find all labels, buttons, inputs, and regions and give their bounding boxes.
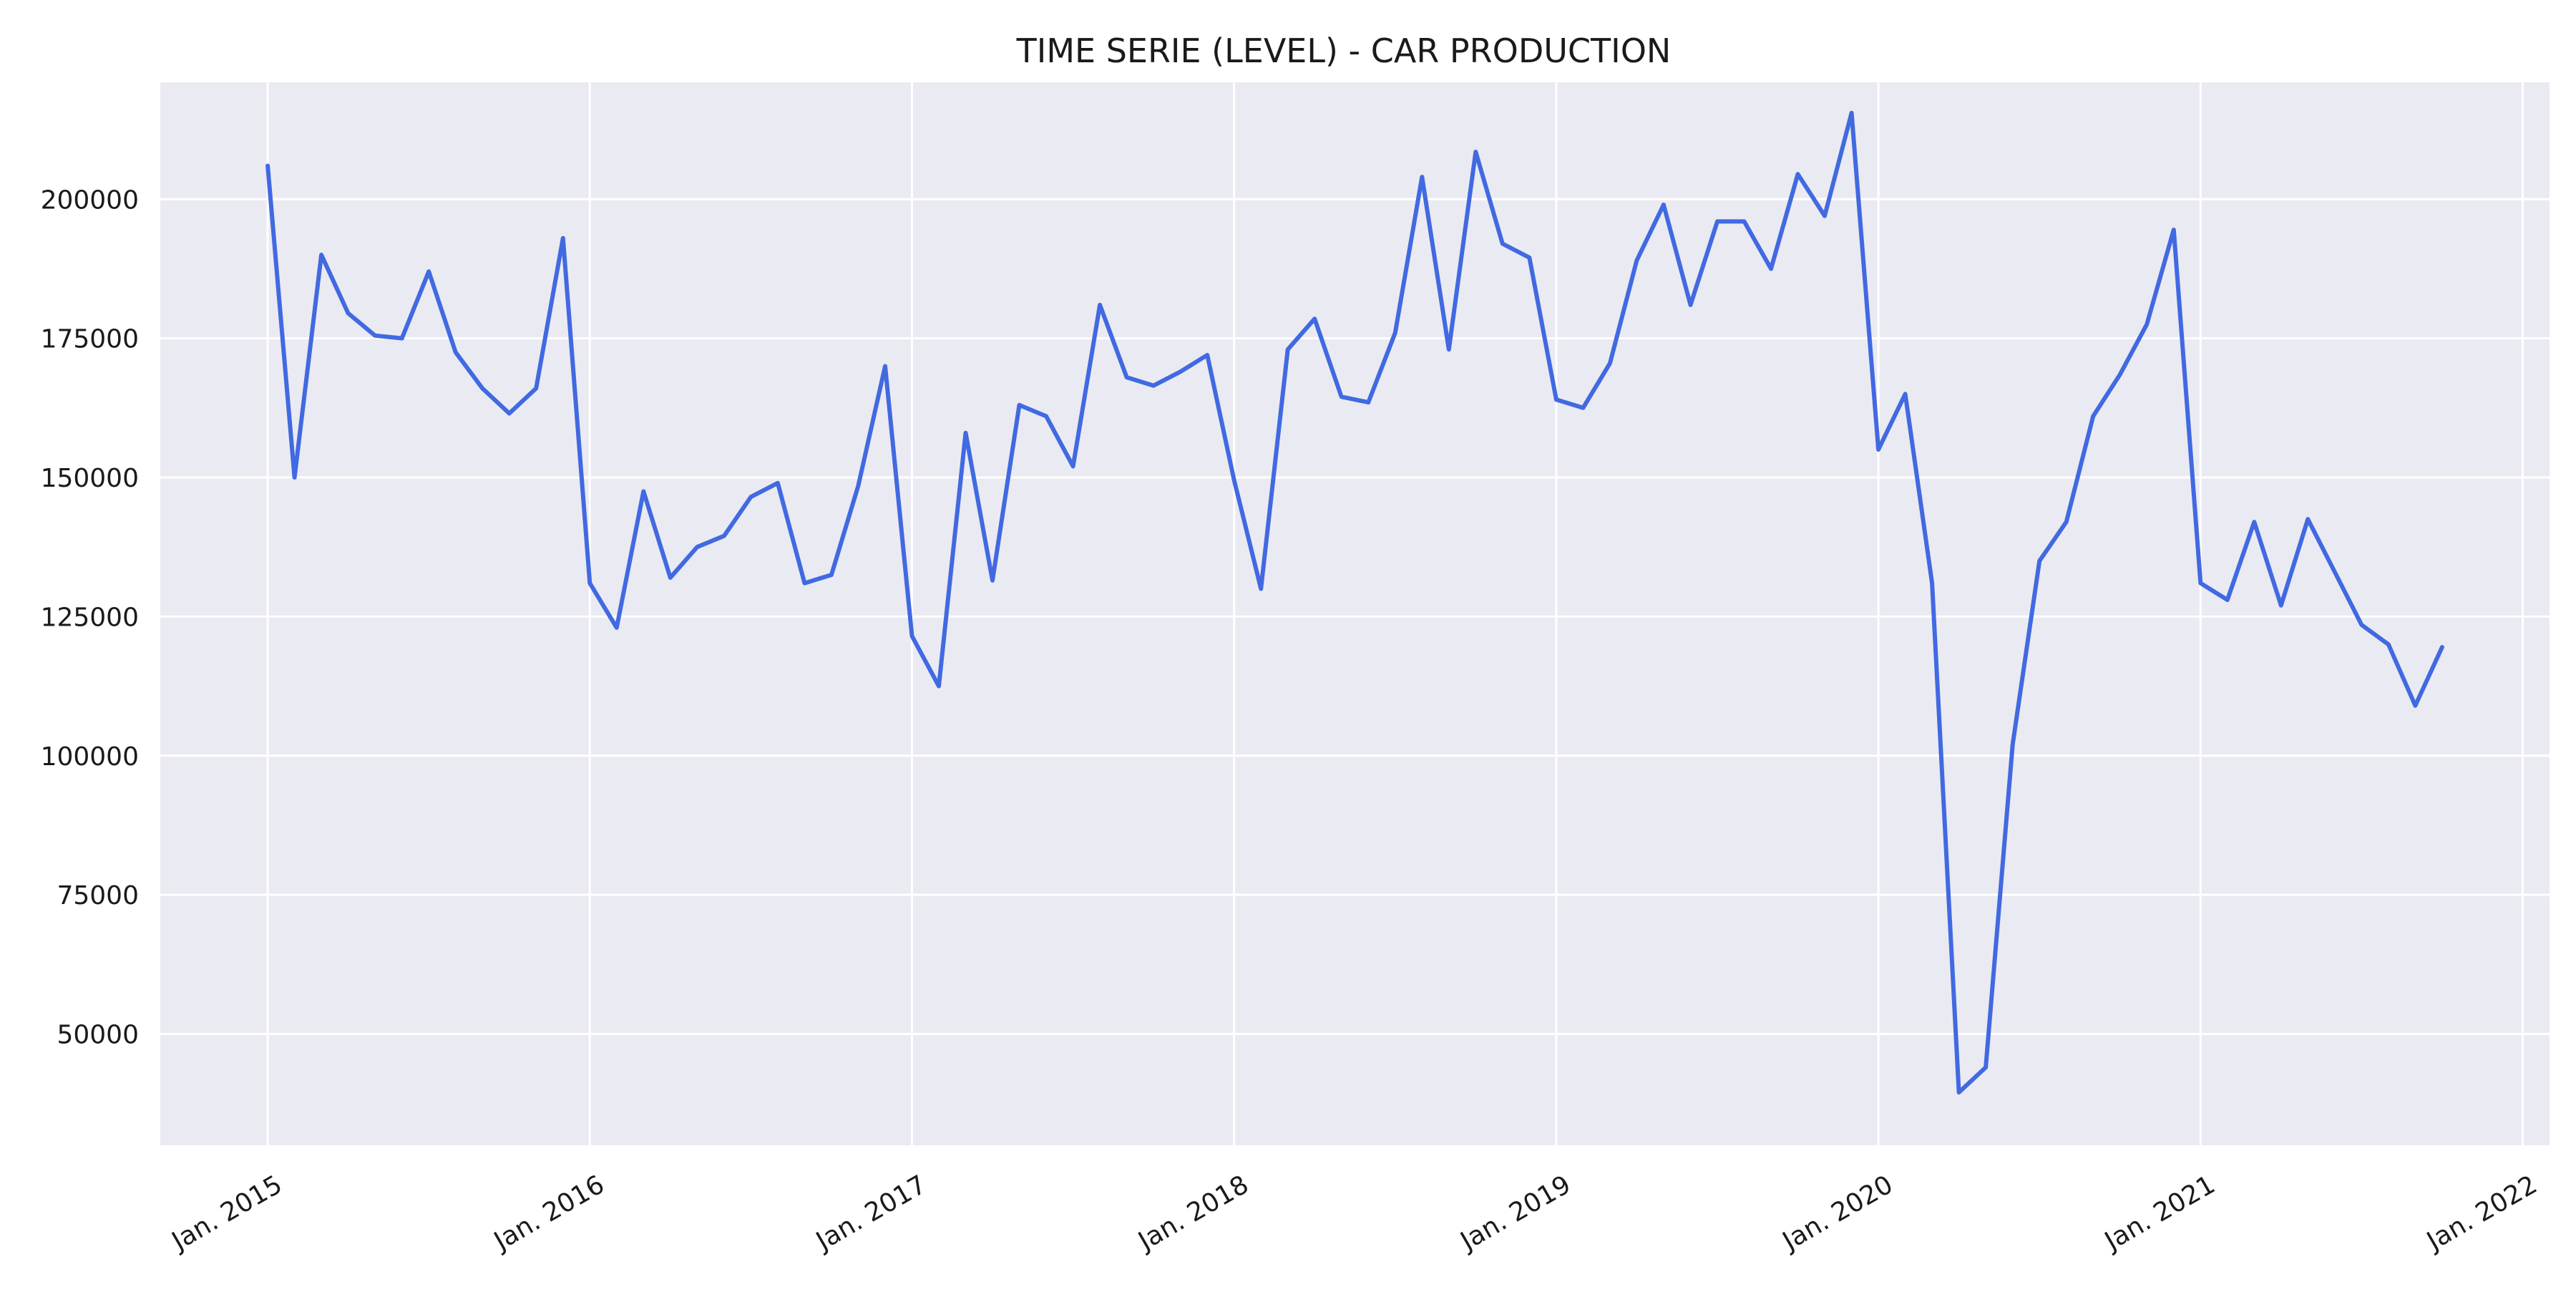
y-tick-label: 175000: [41, 325, 139, 354]
y-tick-label: 100000: [41, 742, 139, 772]
chart-title: TIME SERIE (LEVEL) - CAR PRODUCTION: [1016, 31, 1672, 70]
x-tick-label: Jan. 2022: [2421, 1170, 2542, 1257]
y-tick-label: 75000: [57, 881, 139, 910]
x-tick-label: Jan. 2021: [2099, 1170, 2220, 1257]
plot-area: [160, 82, 2550, 1145]
y-tick-label: 125000: [41, 603, 139, 632]
y-tick-label: 150000: [41, 464, 139, 493]
x-tick-label: Jan. 2020: [1777, 1170, 1898, 1257]
x-tick-label: Jan. 2017: [810, 1170, 931, 1257]
y-tick-label: 200000: [41, 185, 139, 215]
series-line: [265, 110, 2444, 1095]
series-layer: [265, 110, 2444, 1095]
x-tick-label: Jan. 2016: [488, 1170, 609, 1257]
x-tick-label: Jan. 2019: [1455, 1170, 1576, 1257]
y-axis-ticks: 50000 75000 100000 125000 150000 175000 200000: [41, 185, 139, 1049]
x-tick-label: Jan. 2015: [166, 1170, 287, 1257]
y-tick-label: 50000: [57, 1021, 139, 1050]
grid-lines: [160, 82, 2550, 1145]
x-axis-ticks: Jan. 2015 Jan. 2016 Jan. 2017 Jan. 2018 Jan.…: [166, 1170, 2542, 1257]
x-tick-label: Jan. 2018: [1133, 1170, 1254, 1257]
